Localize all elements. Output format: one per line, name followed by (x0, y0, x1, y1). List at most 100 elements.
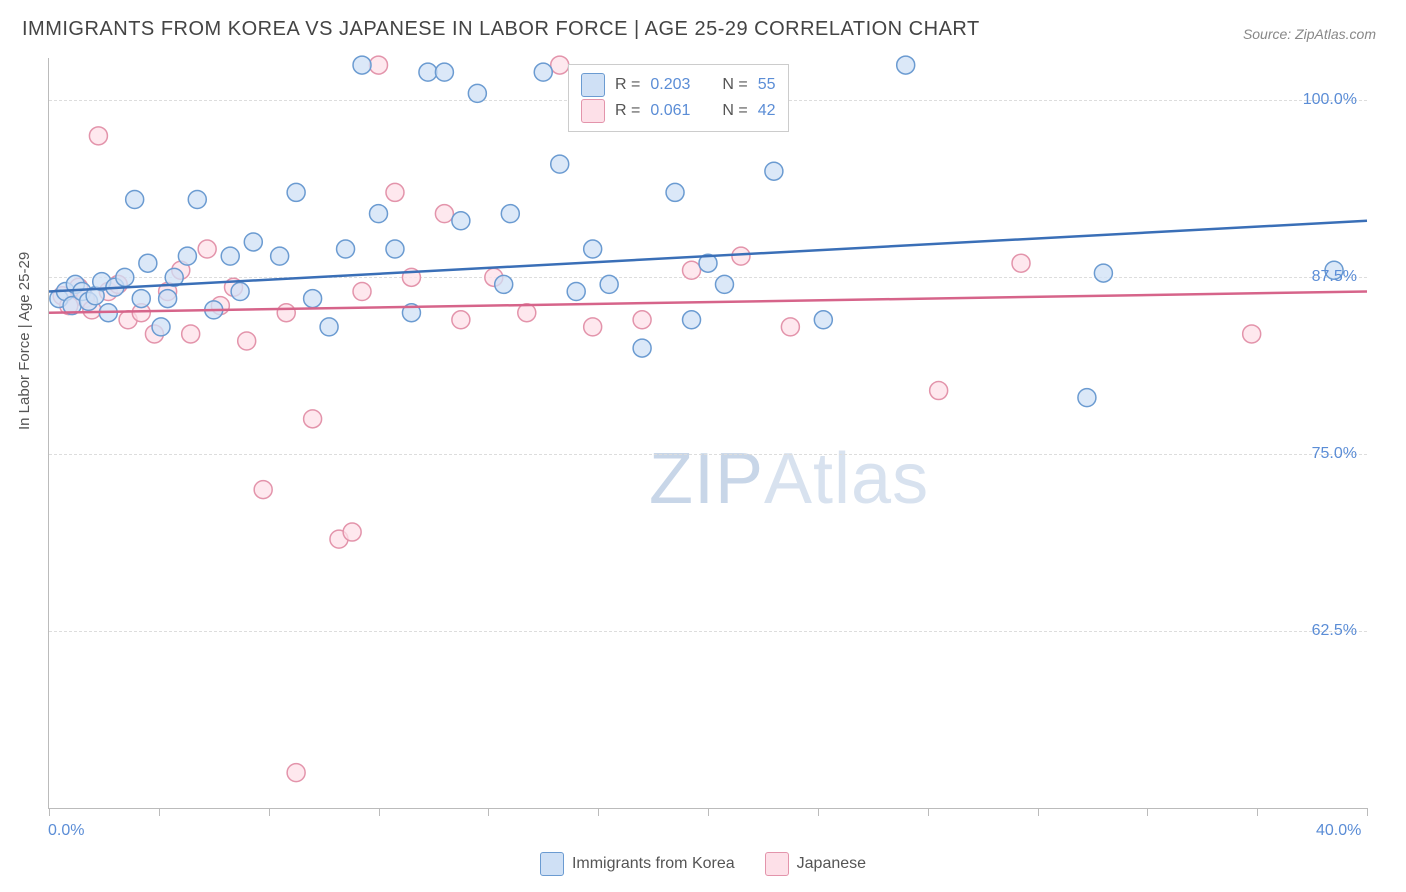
legend-label-korea: Immigrants from Korea (572, 855, 735, 873)
scatter-point (765, 162, 783, 180)
scatter-point (271, 247, 289, 265)
x-tick (159, 808, 160, 816)
scatter-point (353, 282, 371, 300)
scatter-point (320, 318, 338, 336)
scatter-point (452, 311, 470, 329)
r-label: R = (615, 102, 640, 120)
scatter-point (600, 275, 618, 293)
scatter-point (534, 63, 552, 81)
x-tick-label: 0.0% (48, 822, 84, 840)
y-tick-label: 87.5% (1312, 268, 1357, 286)
r-value-japanese: 0.061 (650, 102, 690, 120)
scatter-point (551, 56, 569, 74)
scatter-point (277, 304, 295, 322)
legend-stats-row: R = 0.203 N = 55 (581, 73, 776, 97)
scatter-point (304, 290, 322, 308)
legend-swatch-korea (540, 852, 564, 876)
scatter-point (178, 247, 196, 265)
scatter-point (518, 304, 536, 322)
scatter-point (343, 523, 361, 541)
source-label: Source: ZipAtlas.com (1243, 26, 1376, 42)
scatter-point (304, 410, 322, 428)
legend-label-japanese: Japanese (797, 855, 866, 873)
scatter-point (231, 282, 249, 300)
legend-swatch-japanese (581, 99, 605, 123)
chart-svg (49, 58, 1367, 808)
scatter-point (221, 247, 239, 265)
legend-swatch-japanese (765, 852, 789, 876)
scatter-point (182, 325, 200, 343)
scatter-point (732, 247, 750, 265)
scatter-point (386, 183, 404, 201)
scatter-point (370, 56, 388, 74)
scatter-point (897, 56, 915, 74)
scatter-point (126, 191, 144, 209)
r-label: R = (615, 76, 640, 94)
scatter-point (584, 318, 602, 336)
x-tick (379, 808, 380, 816)
legend-item-korea: Immigrants from Korea (540, 852, 735, 876)
scatter-point (633, 311, 651, 329)
scatter-point (495, 275, 513, 293)
scatter-point (1078, 389, 1096, 407)
y-tick-label: 75.0% (1312, 445, 1357, 463)
x-tick (1147, 808, 1148, 816)
x-tick (49, 808, 50, 816)
legend-stats: R = 0.203 N = 55 R = 0.061 N = 42 (568, 64, 789, 132)
scatter-point (584, 240, 602, 258)
scatter-point (419, 63, 437, 81)
scatter-point (452, 212, 470, 230)
legend-bottom: Immigrants from Korea Japanese (0, 852, 1406, 876)
x-tick (708, 808, 709, 816)
scatter-point (501, 205, 519, 223)
n-label: N = (722, 102, 747, 120)
scatter-point (567, 282, 585, 300)
x-tick (1038, 808, 1039, 816)
r-value-korea: 0.203 (650, 76, 690, 94)
scatter-point (198, 240, 216, 258)
scatter-point (337, 240, 355, 258)
y-tick-label: 62.5% (1312, 622, 1357, 640)
scatter-point (353, 56, 371, 74)
scatter-point (132, 290, 150, 308)
scatter-point (116, 268, 134, 286)
scatter-point (468, 84, 486, 102)
plot-area: ZIPAtlas 62.5%75.0%87.5%100.0% (48, 58, 1367, 809)
n-label: N = (722, 76, 747, 94)
x-tick (598, 808, 599, 816)
legend-swatch-korea (581, 73, 605, 97)
scatter-point (683, 311, 701, 329)
scatter-point (633, 339, 651, 357)
scatter-point (814, 311, 832, 329)
n-value-japanese: 42 (758, 102, 776, 120)
scatter-point (238, 332, 256, 350)
scatter-point (551, 155, 569, 173)
x-tick-label: 40.0% (1316, 822, 1361, 840)
scatter-point (386, 240, 404, 258)
chart-title: IMMIGRANTS FROM KOREA VS JAPANESE IN LAB… (22, 18, 980, 41)
scatter-point (666, 183, 684, 201)
scatter-point (287, 183, 305, 201)
scatter-point (188, 191, 206, 209)
scatter-point (435, 63, 453, 81)
scatter-point (435, 205, 453, 223)
trend-line (49, 221, 1367, 292)
scatter-point (370, 205, 388, 223)
scatter-point (139, 254, 157, 272)
x-tick (1257, 808, 1258, 816)
legend-stats-row: R = 0.061 N = 42 (581, 99, 776, 123)
scatter-point (287, 764, 305, 782)
y-tick-label: 100.0% (1303, 91, 1357, 109)
scatter-point (715, 275, 733, 293)
scatter-point (930, 382, 948, 400)
scatter-point (1243, 325, 1261, 343)
y-axis-title: In Labor Force | Age 25-29 (16, 252, 33, 430)
scatter-point (254, 481, 272, 499)
scatter-point (683, 261, 701, 279)
scatter-point (152, 318, 170, 336)
legend-item-japanese: Japanese (765, 852, 866, 876)
x-tick (928, 808, 929, 816)
n-value-korea: 55 (758, 76, 776, 94)
scatter-point (159, 290, 177, 308)
scatter-point (781, 318, 799, 336)
